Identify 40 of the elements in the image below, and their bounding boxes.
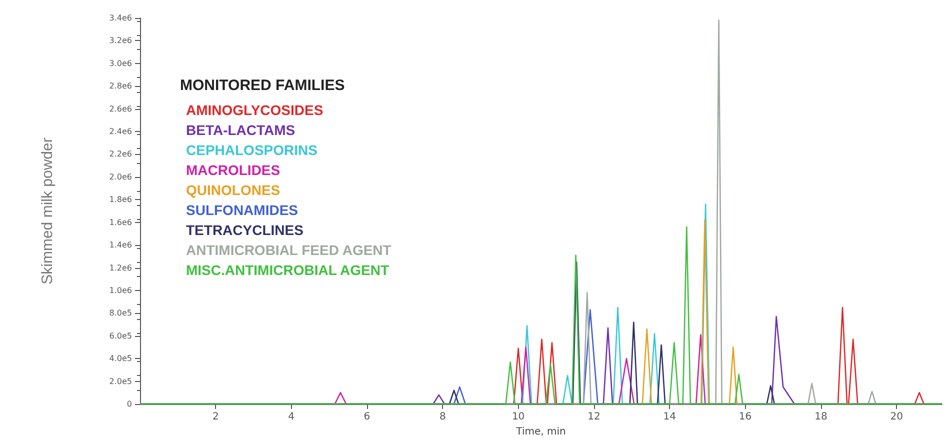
legend-title: MONITORED FAMILIES (180, 77, 345, 94)
x-tick-label: 14 (663, 412, 676, 422)
x-tick-label: 6 (364, 412, 370, 422)
y-tick-label: 8.0e5 (109, 308, 132, 318)
y-tick-label: 2.0e6 (109, 172, 132, 182)
y-tick-label: 1.4e6 (109, 240, 132, 250)
y-tick-label: 4.0e5 (109, 354, 132, 364)
y-tick-label: 1.2e6 (109, 263, 132, 272)
y-tick-label: 2.2e6 (109, 150, 132, 159)
y-tick-label: 6.0e5 (109, 331, 132, 340)
y-tick-label: 1.0e6 (109, 286, 132, 295)
y-tick-label: 2.8e6 (109, 82, 132, 91)
y-tick-label: 3.4e6 (109, 14, 132, 22)
x-tick-label: 4 (288, 412, 295, 422)
y-axis-title: Skimmed milk powder (39, 138, 56, 284)
text: TETRACYCLINES (186, 222, 304, 238)
x-tick-label: 2 (212, 412, 219, 422)
y-tick-label: 1.8e6 (109, 195, 132, 204)
x-axis-title: Time, min (515, 426, 566, 438)
text: ANTIMICROBIAL FEED AGENT (186, 242, 392, 258)
text: MACROLIDES (186, 162, 280, 178)
text: QUINOLONES (186, 182, 280, 198)
y-tick-label: 0 (126, 400, 132, 408)
x-tick-label: 10 (512, 412, 525, 422)
text: SULFONAMIDES (186, 202, 298, 218)
text: CEPHALOSPORINS (186, 142, 318, 158)
x-tick-label: 16 (738, 412, 752, 422)
y-tick-label: 2.4e6 (109, 127, 132, 136)
x-tick-label: 18 (814, 412, 828, 422)
x-tick-label: 8 (439, 412, 446, 422)
text: MISC.ANTIMICROBIAL AGENT (186, 262, 390, 278)
y-tick-label: 3.0e6 (109, 58, 132, 68)
y-tick-label: 2.0e5 (109, 376, 132, 386)
x-tick-label: 12 (588, 412, 600, 422)
y-tick-label: 1.6e6 (109, 218, 132, 227)
y-tick-label: 3.2e6 (109, 36, 132, 46)
text: BETA-LACTAMS (186, 122, 296, 138)
x-tick-label: 20 (890, 412, 903, 422)
text: AMINOGLYCOSIDES (186, 102, 324, 118)
y-tick-label: 2.6e6 (109, 104, 132, 114)
